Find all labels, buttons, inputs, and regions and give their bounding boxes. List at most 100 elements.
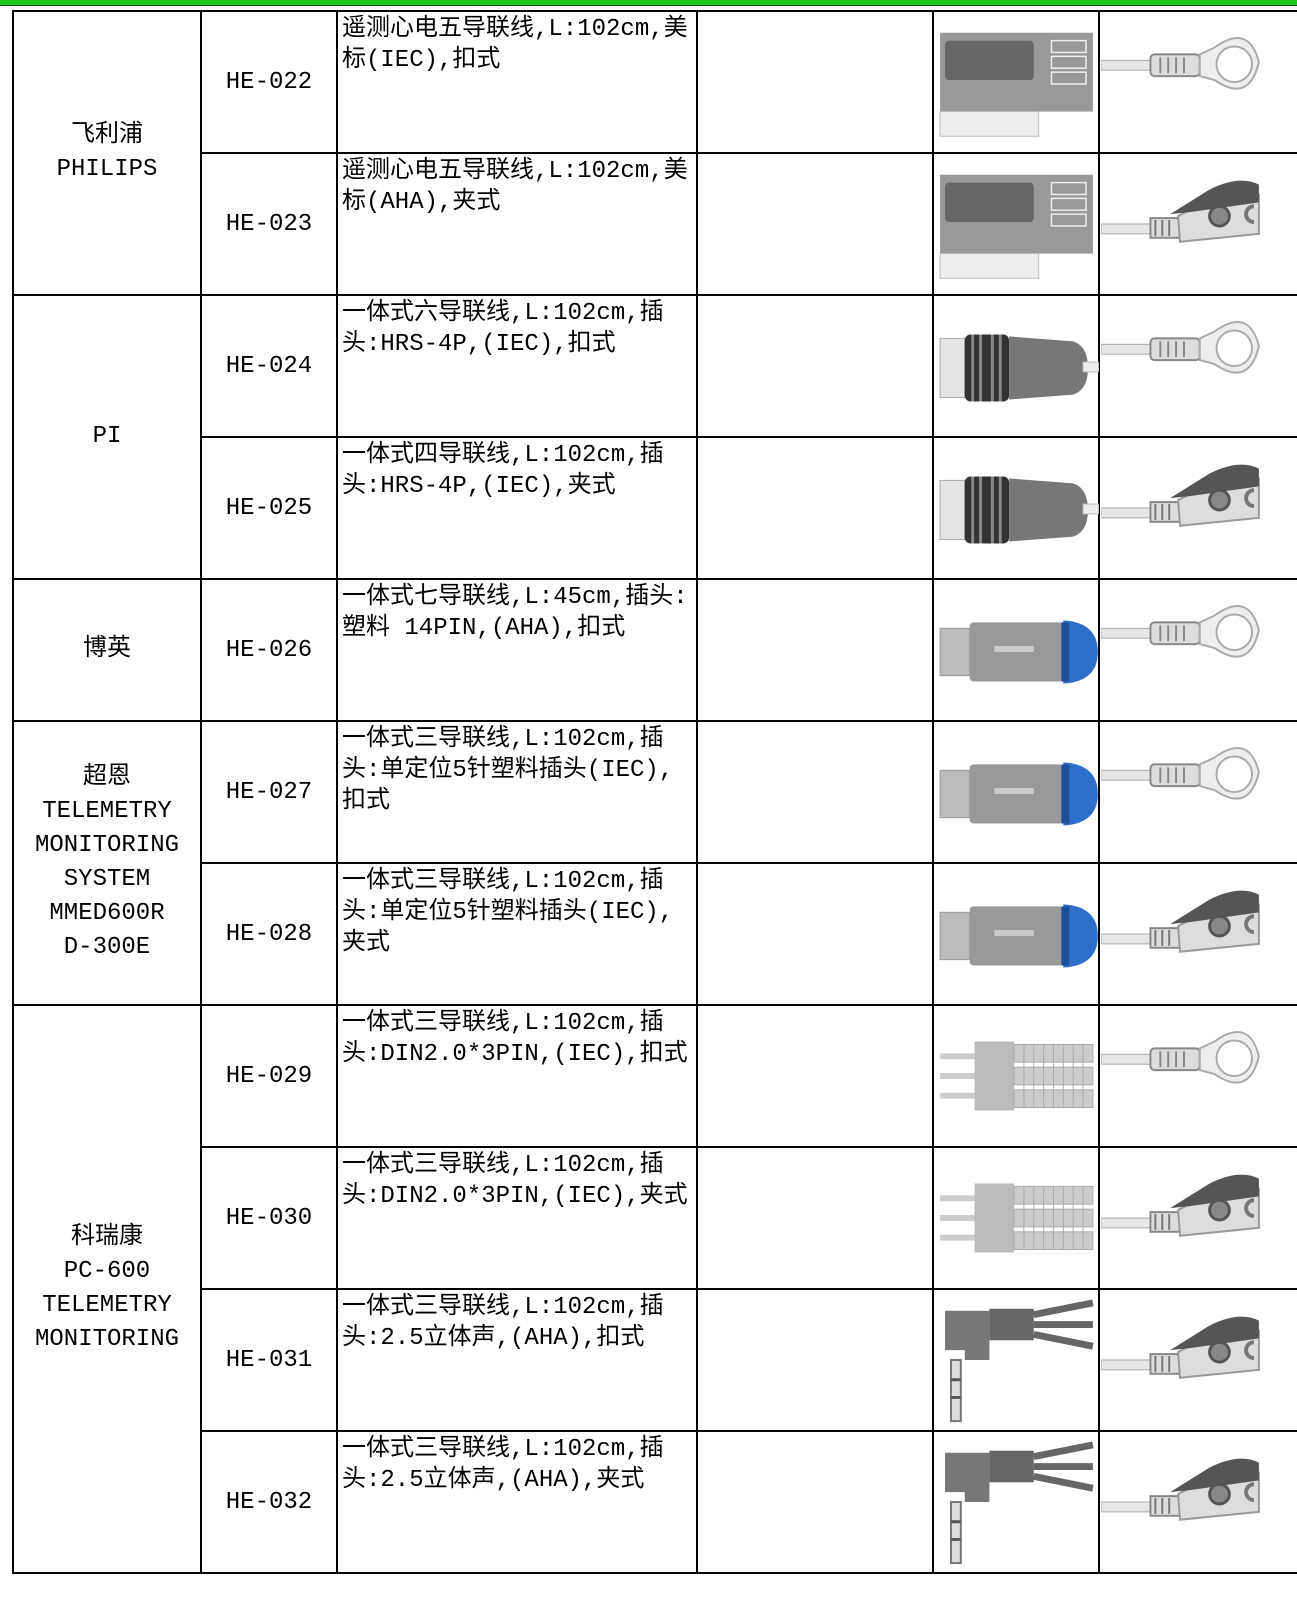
connector-image bbox=[934, 723, 1100, 861]
product-table: 飞利浦 PHILIPS HE-022 遥测心电五导联线,L:102cm,美 标(IEC)… bbox=[12, 10, 1297, 1574]
model-cell: HE-027 bbox=[200, 720, 338, 864]
text-line: PHILIPS bbox=[56, 156, 158, 183]
text-line: 标(AHA),夹式 bbox=[342, 189, 501, 216]
plug-image-cell bbox=[932, 1146, 1100, 1290]
table-row: HE-032 一体式三导联线,L:102cm,插 头:2.5立体声,(AHA),夹式 bbox=[13, 1430, 1297, 1574]
model-cell: HE-022 bbox=[200, 10, 338, 154]
brand-cell: PI bbox=[12, 294, 202, 580]
empty-cell bbox=[696, 720, 934, 864]
description-cell: 一体式三导联线,L:102cm,插 头:单定位5针塑料插头(IEC), 扣式 bbox=[336, 720, 698, 864]
empty-cell bbox=[696, 294, 934, 438]
connector-image bbox=[1100, 581, 1266, 719]
connector-image bbox=[1100, 155, 1266, 293]
connector-image bbox=[1100, 297, 1266, 435]
text-line: 超恩 bbox=[83, 764, 131, 791]
text-line: PI bbox=[92, 423, 122, 450]
empty-cell bbox=[696, 1146, 934, 1290]
model-cell: HE-024 bbox=[200, 294, 338, 438]
model-cell: HE-026 bbox=[200, 578, 338, 722]
text-line: TELEMETRY bbox=[42, 1292, 172, 1319]
description-cell: 一体式三导联线,L:102cm,插 头:DIN2.0*3PIN,(IEC),夹式 bbox=[336, 1146, 698, 1290]
description-cell: 遥测心电五导联线,L:102cm,美 标(IEC),扣式 bbox=[336, 10, 698, 154]
connector-image bbox=[1100, 439, 1266, 577]
text-line: D-300E bbox=[63, 934, 151, 961]
plug-image-cell bbox=[932, 436, 1100, 580]
text-line: 头:HRS-4P,(IEC),扣式 bbox=[342, 331, 616, 358]
brand-cell: 博英 bbox=[12, 578, 202, 722]
plug-image-cell bbox=[932, 720, 1100, 864]
electrode-image-cell bbox=[1098, 1004, 1297, 1148]
empty-cell bbox=[696, 1004, 934, 1148]
empty-cell bbox=[696, 436, 934, 580]
description-cell: 遥测心电五导联线,L:102cm,美 标(AHA),夹式 bbox=[336, 152, 698, 296]
connector-image bbox=[934, 865, 1100, 1003]
top-bar bbox=[0, 0, 1297, 6]
empty-cell bbox=[696, 1430, 934, 1574]
plug-image-cell bbox=[932, 862, 1100, 1006]
text-line: PC-600 bbox=[63, 1258, 151, 1285]
plug-image-cell bbox=[932, 1004, 1100, 1148]
connector-image bbox=[934, 439, 1100, 577]
text-line: 塑料 14PIN,(AHA),扣式 bbox=[342, 615, 626, 642]
table-row: 科瑞康 PC-600 TELEMETRY MONITORING HE-029 一体式三导联… bbox=[12, 1004, 1297, 1574]
text-line: MMED600R bbox=[49, 900, 165, 927]
text-line: 一体式四导联线,L:102cm,插 bbox=[342, 442, 664, 469]
text-line: 博英 bbox=[83, 636, 131, 663]
table-row: HE-023 遥测心电五导联线,L:102cm,美 标(AHA),夹式 bbox=[13, 152, 1297, 296]
electrode-image-cell bbox=[1098, 294, 1297, 438]
plug-image-cell bbox=[932, 1430, 1100, 1574]
table-row: 超恩 TELEMETRY MONITORING SYSTEM MMED600R D-300… bbox=[12, 720, 1297, 1006]
description-cell: 一体式三导联线,L:102cm,插 头:DIN2.0*3PIN,(IEC),扣式 bbox=[336, 1004, 698, 1148]
electrode-image-cell bbox=[1098, 1288, 1297, 1432]
text-line: 遥测心电五导联线,L:102cm,美 bbox=[342, 158, 688, 185]
electrode-image-cell bbox=[1098, 578, 1297, 722]
brand-cell: 科瑞康 PC-600 TELEMETRY MONITORING bbox=[12, 1004, 202, 1574]
connector-image bbox=[934, 155, 1100, 293]
brand-cell: 超恩 TELEMETRY MONITORING SYSTEM MMED600R D-300… bbox=[12, 720, 202, 1006]
table-row: HE-028 一体式三导联线,L:102cm,插 头:单定位5针塑料插头(IEC),… bbox=[13, 862, 1297, 1006]
text-line: 科瑞康 bbox=[71, 1224, 143, 1251]
model-cell: HE-029 bbox=[200, 1004, 338, 1148]
electrode-image-cell bbox=[1098, 1430, 1297, 1574]
text-line: 一体式七导联线,L:45cm,插头: bbox=[342, 584, 688, 611]
table-row: HE-025 一体式四导联线,L:102cm,插 头:HRS-4P,(IEC),夹式 bbox=[13, 436, 1297, 580]
text-line: 一体式三导联线,L:102cm,插 bbox=[342, 726, 664, 753]
electrode-image-cell bbox=[1098, 720, 1297, 864]
table-row: HE-030 一体式三导联线,L:102cm,插 头:DIN2.0*3PIN,(IE… bbox=[13, 1146, 1297, 1290]
plug-image-cell bbox=[932, 578, 1100, 722]
description-cell: 一体式六导联线,L:102cm,插 头:HRS-4P,(IEC),扣式 bbox=[336, 294, 698, 438]
connector-image bbox=[934, 297, 1100, 435]
electrode-image-cell bbox=[1098, 1146, 1297, 1290]
text-line: 头:DIN2.0*3PIN,(IEC),扣式 bbox=[342, 1041, 688, 1068]
empty-cell bbox=[696, 152, 934, 296]
text-line: TELEMETRY bbox=[42, 798, 172, 825]
model-cell: HE-030 bbox=[200, 1146, 338, 1290]
text-line: 头:2.5立体声,(AHA),扣式 bbox=[342, 1325, 645, 1352]
empty-cell bbox=[696, 10, 934, 154]
description-cell: 一体式七导联线,L:45cm,插头: 塑料 14PIN,(AHA),扣式 bbox=[336, 578, 698, 722]
plug-image-cell bbox=[932, 10, 1100, 154]
text-line: 一体式三导联线,L:102cm,插 bbox=[342, 868, 664, 895]
plug-image-cell bbox=[932, 1288, 1100, 1432]
connector-image bbox=[934, 581, 1100, 719]
description-cell: 一体式四导联线,L:102cm,插 头:HRS-4P,(IEC),夹式 bbox=[336, 436, 698, 580]
connector-image bbox=[1100, 865, 1266, 1003]
model-cell: HE-032 bbox=[200, 1430, 338, 1574]
text-line: 一体式三导联线,L:102cm,插 bbox=[342, 1010, 664, 1037]
empty-cell bbox=[696, 578, 934, 722]
text-line: 夹式 bbox=[342, 930, 390, 957]
description-cell: 一体式三导联线,L:102cm,插 头:2.5立体声,(AHA),扣式 bbox=[336, 1288, 698, 1432]
connector-image bbox=[934, 1433, 1100, 1571]
connector-image bbox=[1100, 1291, 1266, 1429]
connector-image bbox=[1100, 1007, 1266, 1145]
table-row: HE-031 一体式三导联线,L:102cm,插 头:2.5立体声,(AHA),扣式 bbox=[13, 1288, 1297, 1432]
electrode-image-cell bbox=[1098, 436, 1297, 580]
text-line: 头:2.5立体声,(AHA),夹式 bbox=[342, 1467, 645, 1494]
electrode-image-cell bbox=[1098, 10, 1297, 154]
model-cell: HE-028 bbox=[200, 862, 338, 1006]
text-line: SYSTEM bbox=[63, 866, 151, 893]
description-cell: 一体式三导联线,L:102cm,插 头:2.5立体声,(AHA),夹式 bbox=[336, 1430, 698, 1574]
text-line: 飞利浦 bbox=[71, 122, 143, 149]
description-cell: 一体式三导联线,L:102cm,插 头:单定位5针塑料插头(IEC), 夹式 bbox=[336, 862, 698, 1006]
